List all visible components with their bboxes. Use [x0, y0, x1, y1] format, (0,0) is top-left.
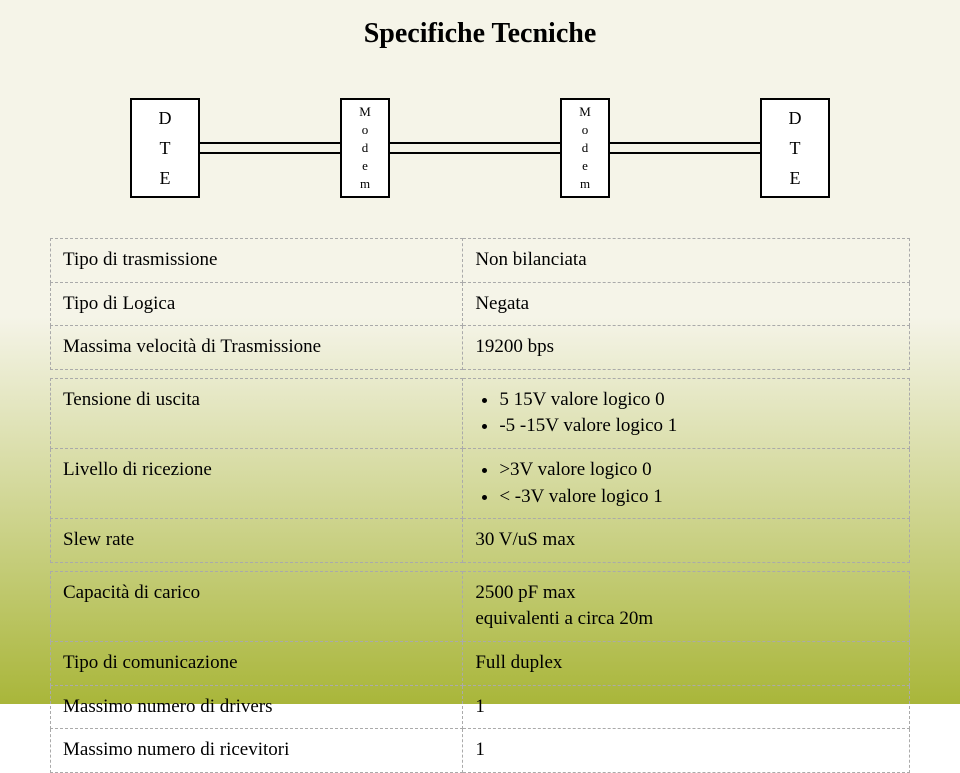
table-row: Massima velocità di Trasmissione19200 bp… — [51, 326, 910, 370]
spec-value: Non bilanciata — [463, 239, 910, 283]
bullet-item: < -3V valore logico 1 — [499, 484, 897, 511]
table-row: Tipo di trasmissioneNon bilanciata — [51, 239, 910, 283]
spec-label: Tipo di trasmissione — [51, 239, 463, 283]
spec-table-1: Tensione di uscita5 15V valore logico 0-… — [50, 378, 910, 563]
spec-label: Massimo numero di ricevitori — [51, 729, 463, 773]
table-row: Capacità di carico2500 pF maxequivalenti… — [51, 571, 910, 641]
table-row: Massimo numero di ricevitori1 — [51, 729, 910, 773]
bullet-item: >3V valore logico 0 — [499, 457, 897, 484]
diagram-box-dte1: DTE — [130, 98, 200, 198]
spec-value: 30 V/uS max — [463, 519, 910, 563]
spec-tables: Tipo di trasmissioneNon bilanciataTipo d… — [50, 238, 910, 773]
spec-value: 19200 bps — [463, 326, 910, 370]
spec-label: Livello di ricezione — [51, 448, 463, 518]
block-diagram: DTE Modem Modem DTE — [90, 78, 870, 218]
spec-label: Massimo numero di drivers — [51, 685, 463, 729]
spec-label: Capacità di carico — [51, 571, 463, 641]
spec-value: >3V valore logico 0< -3V valore logico 1 — [463, 448, 910, 518]
table-row: Tipo di comunicazioneFull duplex — [51, 641, 910, 685]
table-row: Livello di ricezione>3V valore logico 0<… — [51, 448, 910, 518]
table-row: Tensione di uscita5 15V valore logico 0-… — [51, 378, 910, 448]
bullet-item: -5 -15V valore logico 1 — [499, 413, 897, 440]
spec-table-2: Capacità di carico2500 pF maxequivalenti… — [50, 571, 910, 773]
spec-value: 1 — [463, 685, 910, 729]
spec-value: 1 — [463, 729, 910, 773]
spec-table-0: Tipo di trasmissioneNon bilanciataTipo d… — [50, 238, 910, 370]
spec-label: Tensione di uscita — [51, 378, 463, 448]
table-row: Massimo numero di drivers1 — [51, 685, 910, 729]
connector-modem1-modem2 — [390, 142, 560, 154]
page-title: Specifiche Tecniche — [50, 18, 910, 50]
table-row: Tipo di LogicaNegata — [51, 282, 910, 326]
spec-label: Tipo di comunicazione — [51, 641, 463, 685]
table-row: Slew rate30 V/uS max — [51, 519, 910, 563]
page: Specifiche Tecniche DTE Modem Modem DTE Tip… — [0, 0, 960, 704]
diagram-box-dte2: DTE — [760, 98, 830, 198]
spec-value: 5 15V valore logico 0-5 -15V valore logi… — [463, 378, 910, 448]
spec-value: Full duplex — [463, 641, 910, 685]
spec-label: Massima velocità di Trasmissione — [51, 326, 463, 370]
spec-label: Tipo di Logica — [51, 282, 463, 326]
spec-value: Negata — [463, 282, 910, 326]
diagram-box-modem2: Modem — [560, 98, 610, 198]
diagram-box-modem1: Modem — [340, 98, 390, 198]
bullet-item: 5 15V valore logico 0 — [499, 387, 897, 414]
connector-dte1-modem1 — [200, 142, 340, 154]
spec-label: Slew rate — [51, 519, 463, 563]
spec-value: 2500 pF maxequivalenti a circa 20m — [463, 571, 910, 641]
connector-modem2-dte2 — [610, 142, 760, 154]
